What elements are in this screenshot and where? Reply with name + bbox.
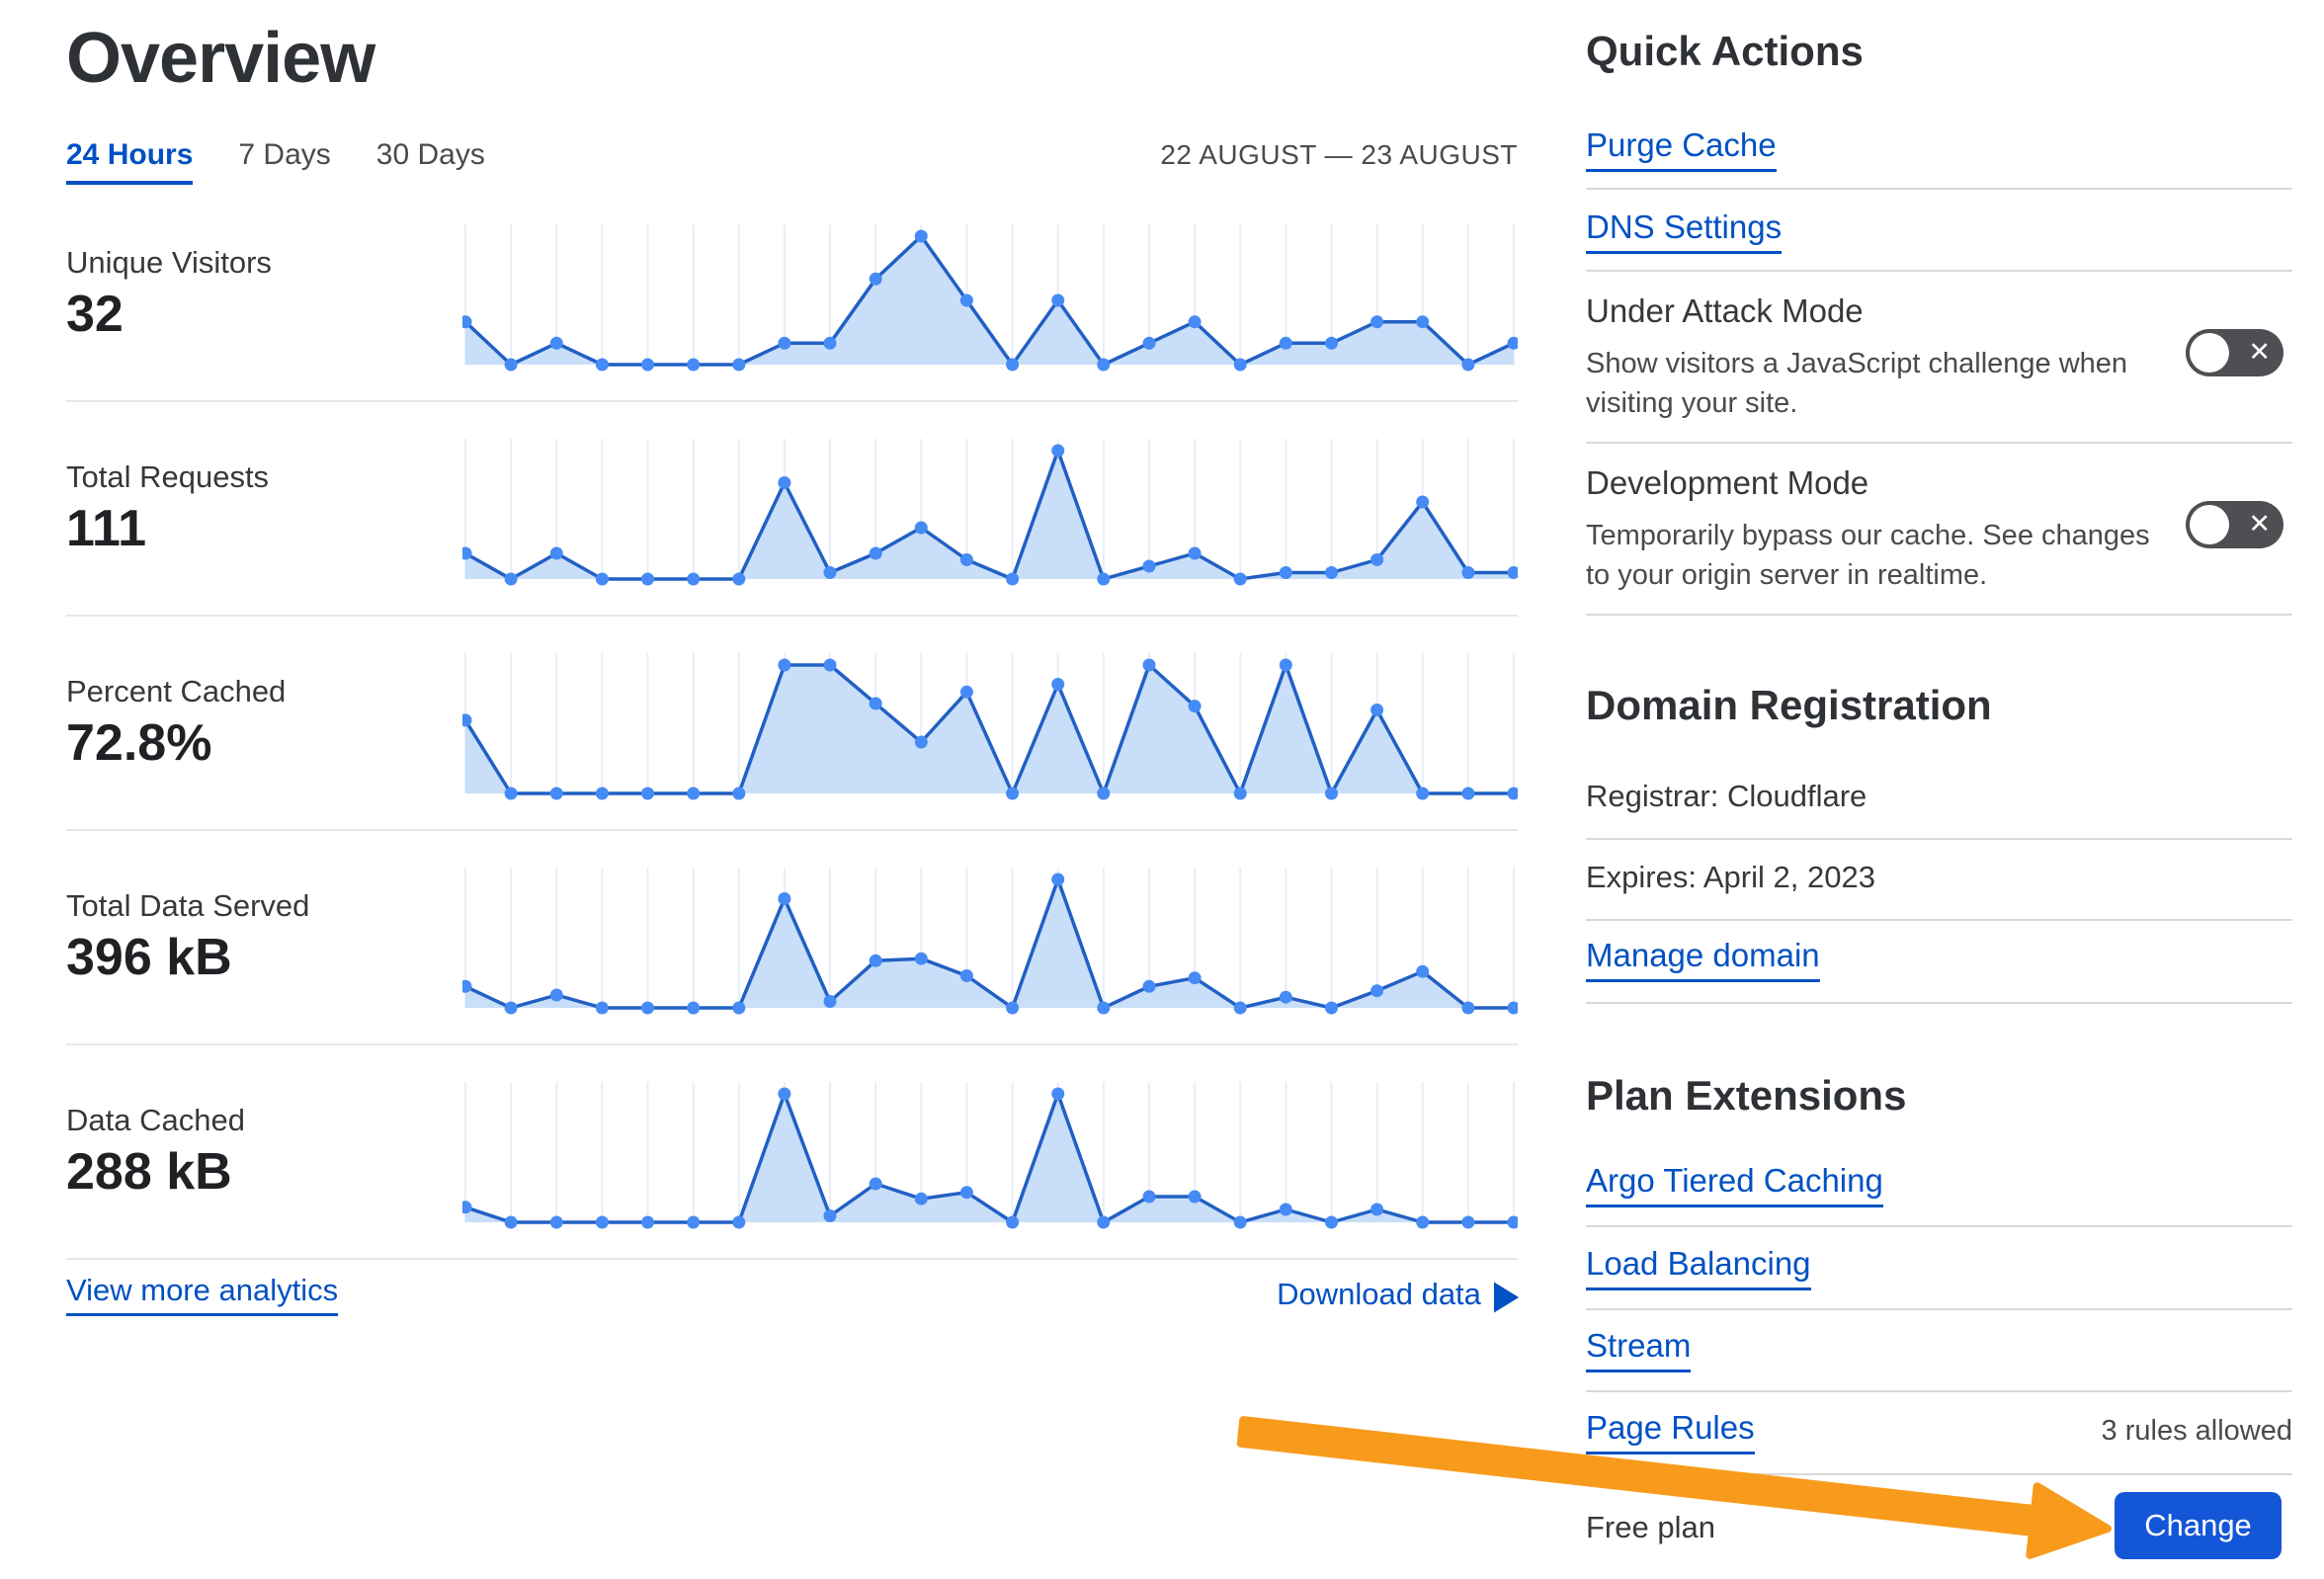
play-arrow-icon: ▶ (1493, 1272, 1520, 1317)
date-range-label: 22 AUGUST — 23 AUGUST (1160, 139, 1518, 170)
metric-value: 72.8% (66, 714, 212, 772)
under-attack-mode-description: Show visitors a JavaScript challenge whe… (1586, 348, 2128, 419)
page-title: Overview (66, 19, 375, 98)
divider (1586, 838, 2292, 840)
manage-domain-link[interactable]: Manage domain (1586, 937, 1820, 982)
divider (1586, 188, 2292, 190)
sparkline-wrap (458, 437, 1521, 588)
sparkline-wrap (458, 1080, 1521, 1231)
divider (1586, 1002, 2292, 1004)
metric-row-unique-visitors: Unique Visitors 32 (66, 188, 1521, 402)
toggle-knob (2190, 333, 2229, 373)
metric-row-total-requests: Total Requests 111 (66, 402, 1521, 617)
stream-link[interactable]: Stream (1586, 1327, 1692, 1372)
divider (1586, 1308, 2292, 1310)
metric-label: Data Cached (66, 1103, 245, 1137)
tab-7-days[interactable]: 7 Days (238, 138, 331, 171)
metric-label: Percent Cached (66, 674, 287, 708)
toggle-off-x-icon: ✕ (2248, 509, 2271, 539)
metric-row-data-cached: Data Cached 288 kB (66, 1045, 1521, 1260)
download-data-link[interactable]: Download data ▶ (1277, 1273, 1519, 1317)
development-mode-toggle[interactable]: ✕ (2186, 501, 2283, 548)
under-attack-mode-title: Under Attack Mode (1586, 292, 1864, 329)
dns-settings-link[interactable]: DNS Settings (1586, 208, 1783, 254)
expires-text: Expires: April 2, 2023 (1586, 860, 1875, 894)
tab-24-hours[interactable]: 24 Hours (66, 138, 194, 185)
divider (1586, 614, 2292, 616)
registrar-text: Registrar: Cloudflare (1586, 779, 1868, 813)
load-balancing-link[interactable]: Load Balancing (1586, 1245, 1811, 1290)
analytics-footer-links: View more analytics Download data ▶ (66, 1250, 1519, 1339)
divider (1586, 1225, 2292, 1227)
domain-registration-heading: Domain Registration (1586, 682, 1992, 728)
metric-value: 288 kB (66, 1143, 232, 1201)
tab-30-days[interactable]: 30 Days (375, 138, 485, 171)
toggle-off-x-icon: ✕ (2248, 337, 2271, 367)
percent-cached-sparkline (458, 653, 1521, 800)
total-requests-sparkline (458, 439, 1521, 586)
plan-extensions-heading: Plan Extensions (1586, 1072, 1907, 1119)
metric-label: Total Requests (66, 459, 270, 494)
metric-row-total-data-served: Total Data Served 396 kB (66, 831, 1521, 1045)
sidebar: Quick Actions Purge Cache DNS Settings U… (1586, 0, 2292, 1579)
time-range-tabs: 24 Hours 7 Days 30 Days 22 AUGUST — 23 A… (66, 138, 1518, 185)
metric-value: 111 (66, 500, 147, 557)
purge-cache-link[interactable]: Purge Cache (1586, 126, 1777, 172)
toggle-knob (2190, 505, 2229, 544)
analytics-main-column: Overview 24 Hours 7 Days 30 Days 22 AUGU… (66, 0, 1521, 1579)
argo-tiered-caching-link[interactable]: Argo Tiered Caching (1586, 1162, 1883, 1207)
view-more-analytics-link[interactable]: View more analytics (66, 1273, 339, 1316)
page-rules-link[interactable]: Page Rules (1586, 1409, 1755, 1454)
sparkline-wrap (458, 222, 1521, 374)
divider (1586, 919, 2292, 921)
sparkline-wrap (458, 866, 1521, 1017)
development-mode-description: Temporarily bypass our cache. See change… (1586, 520, 2150, 591)
sparkline-wrap (458, 651, 1521, 802)
current-plan-label: Free plan (1586, 1510, 1715, 1544)
download-data-label: Download data (1277, 1277, 1481, 1311)
metric-row-percent-cached: Percent Cached 72.8% (66, 617, 1521, 831)
metric-label: Unique Visitors (66, 245, 272, 280)
under-attack-mode-toggle[interactable]: ✕ (2186, 329, 2283, 376)
quick-actions-heading: Quick Actions (1586, 28, 1864, 74)
total-data-served-sparkline (458, 868, 1521, 1015)
divider (1586, 1473, 2292, 1475)
divider (1586, 442, 2292, 444)
page-rules-allowance-note: 3 rules allowed (2101, 1415, 2292, 1447)
divider (1586, 270, 2292, 272)
metric-label: Total Data Served (66, 888, 310, 923)
metric-value: 396 kB (66, 929, 232, 986)
change-plan-button[interactable]: Change (2115, 1492, 2282, 1559)
data-cached-sparkline (458, 1082, 1521, 1229)
development-mode-title: Development Mode (1586, 464, 1869, 501)
metric-value: 32 (66, 286, 124, 343)
divider (1586, 1390, 2292, 1392)
unique-visitors-sparkline (458, 224, 1521, 372)
metric-rows: Unique Visitors 32 Total Requests 111 Pe… (66, 188, 1521, 1260)
